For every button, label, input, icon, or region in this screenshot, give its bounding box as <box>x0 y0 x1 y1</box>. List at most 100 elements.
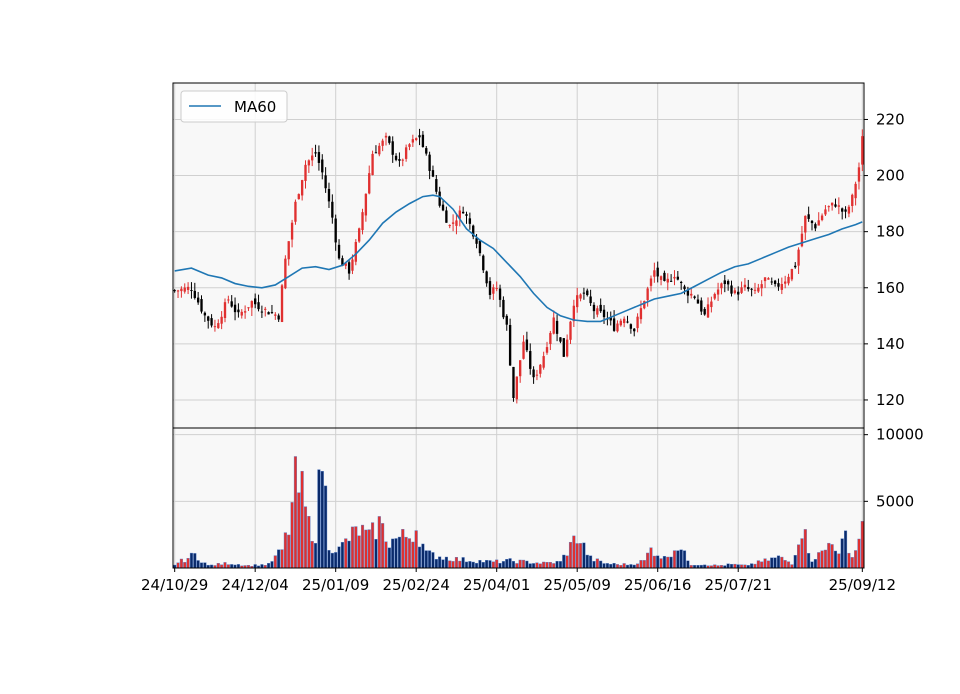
candle-body <box>710 301 713 308</box>
candle-body <box>787 276 790 284</box>
candle-body <box>740 287 743 293</box>
volume-bar <box>320 471 324 569</box>
volume-bar <box>750 563 754 569</box>
candle-body <box>579 294 582 299</box>
volume-bar <box>471 561 475 569</box>
candle-body <box>807 214 810 219</box>
volume-bar <box>307 516 311 569</box>
candle-body <box>357 228 361 242</box>
candle-body <box>180 288 183 292</box>
volume-bar <box>609 563 613 569</box>
volume-bar <box>515 563 519 569</box>
candlesticks <box>173 128 864 404</box>
candle-body <box>207 316 210 321</box>
volume-bar <box>760 561 764 569</box>
candle-body <box>696 299 700 304</box>
volume-bar <box>280 549 284 569</box>
volume-bar <box>193 553 197 569</box>
volume-bar <box>669 556 673 569</box>
volume-bar <box>421 543 425 569</box>
volume-bar <box>454 557 458 569</box>
candle-body <box>666 278 669 283</box>
candle-body <box>270 312 274 314</box>
candle-body <box>374 152 378 154</box>
candle-body <box>830 202 834 206</box>
candle-body <box>455 220 458 226</box>
candle-body <box>847 206 851 214</box>
candle-body <box>408 144 411 147</box>
volume-bar <box>622 563 626 569</box>
volume-bar <box>595 558 599 569</box>
candle-body <box>673 276 676 279</box>
volume-bar <box>337 546 341 569</box>
candle-body <box>773 280 777 284</box>
volume-bar <box>334 552 338 569</box>
legend-box <box>180 90 288 123</box>
volume-bar <box>196 560 200 569</box>
volume-bar <box>488 560 492 569</box>
volume-bar <box>324 485 328 569</box>
volume-bar <box>582 542 586 569</box>
candle-body <box>394 155 398 160</box>
candle-body <box>488 281 492 295</box>
candle-body <box>834 204 837 207</box>
volume-bar <box>461 557 465 569</box>
volume-bar <box>605 563 609 569</box>
candle-body <box>592 304 596 312</box>
volume-bar <box>179 558 183 569</box>
candle-body <box>247 307 250 309</box>
volume-bar <box>854 550 858 569</box>
candle-body <box>720 283 723 289</box>
volume-bar <box>475 562 479 569</box>
volume-bar <box>448 560 452 569</box>
candle-body <box>250 301 254 308</box>
volume-bar <box>545 562 549 569</box>
candle-body <box>502 299 505 318</box>
x-tick-label: 25/01/09 <box>302 576 369 594</box>
candle-body <box>203 312 207 316</box>
price-y-tick-label: 120 <box>876 391 905 409</box>
candle-body <box>643 301 646 309</box>
legend-ma60-label: MA60 <box>234 98 276 116</box>
volume-bar <box>485 560 489 569</box>
candle-body <box>458 210 461 219</box>
candle-body <box>297 194 300 200</box>
candle-body <box>314 152 317 154</box>
volume-bar <box>418 546 422 569</box>
candle-body <box>555 320 559 334</box>
volume-bar <box>817 552 821 569</box>
volume-bar <box>189 552 193 569</box>
volume-bar <box>521 559 526 569</box>
volume-bar <box>615 564 619 569</box>
candle-body <box>196 297 200 303</box>
volume-bar <box>468 561 472 569</box>
candle-body <box>274 314 277 316</box>
candle-body <box>230 301 233 307</box>
volume-bar <box>823 549 827 569</box>
candle-body <box>669 280 673 282</box>
candle-body <box>435 179 438 192</box>
candle-body <box>700 300 703 312</box>
candle-body <box>210 318 213 326</box>
volume-bar <box>478 560 482 569</box>
candle-body <box>737 291 740 295</box>
candle-body <box>857 167 861 182</box>
candle-body <box>646 288 649 301</box>
candle-body <box>565 339 569 357</box>
candle-body <box>733 290 737 294</box>
candle-body <box>747 286 750 290</box>
volume-bar <box>793 555 797 569</box>
volume-bar <box>552 563 556 569</box>
candle-body <box>622 318 626 324</box>
candle-body <box>572 305 576 322</box>
volume-bar <box>589 555 593 569</box>
candle-body <box>586 290 589 296</box>
candle-body <box>706 304 710 318</box>
candle-body <box>398 159 401 161</box>
volume-bar <box>438 556 442 569</box>
candle-body <box>478 240 482 254</box>
candle-body <box>532 369 535 378</box>
candle-body <box>404 147 408 159</box>
volume-bar <box>820 550 824 569</box>
volume-bar <box>686 560 690 569</box>
